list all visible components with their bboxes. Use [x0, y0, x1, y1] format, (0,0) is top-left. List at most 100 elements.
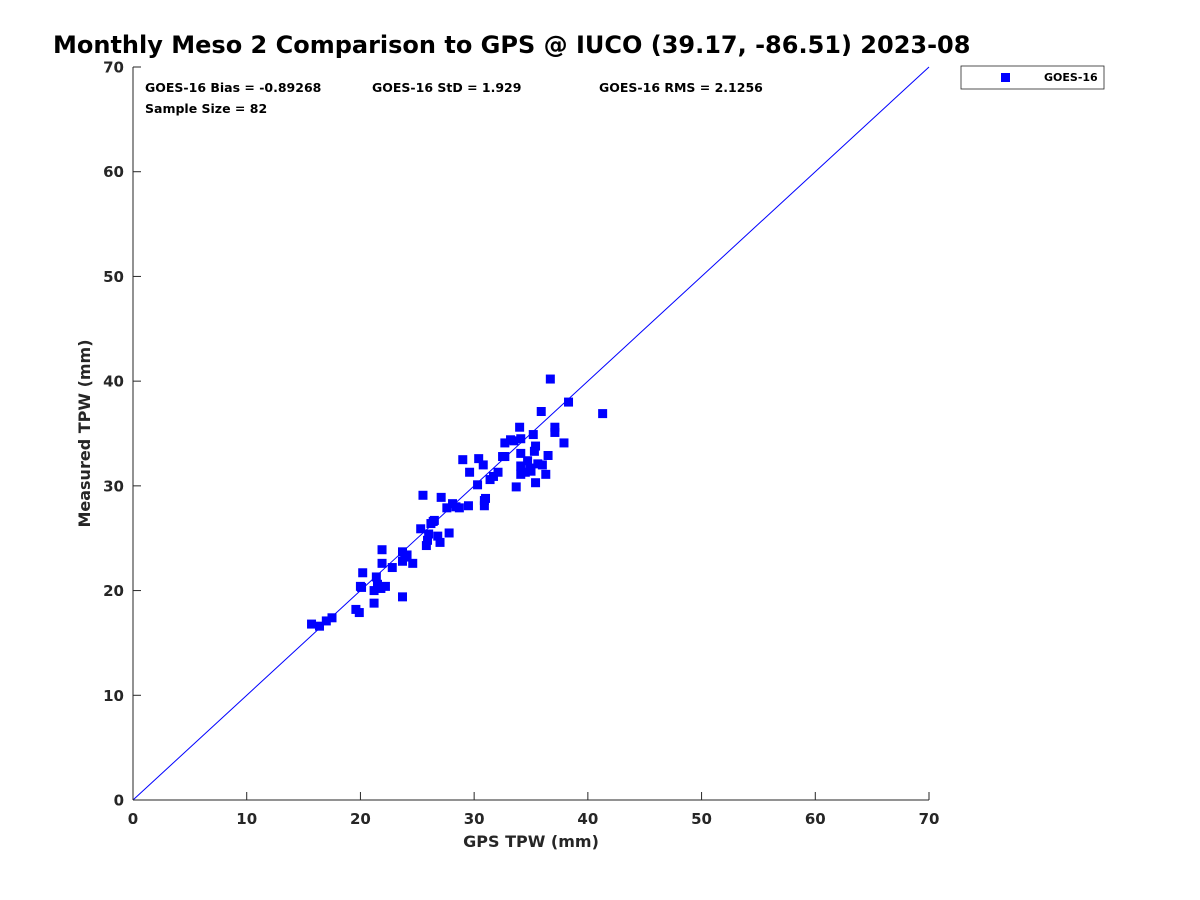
data-point: [421, 541, 431, 551]
y-tick-label: 40: [103, 373, 124, 391]
data-point: [377, 545, 387, 555]
data-point: [550, 427, 560, 437]
data-point: [377, 558, 387, 568]
data-point: [424, 529, 434, 539]
y-tick-label: 0: [114, 792, 124, 810]
data-point: [408, 558, 418, 568]
y-tick-label: 30: [103, 477, 124, 495]
x-tick-label: 0: [128, 810, 138, 828]
data-point: [451, 502, 461, 512]
x-tick-label: 40: [577, 810, 598, 828]
data-point: [523, 456, 533, 466]
data-point: [500, 438, 510, 448]
std-annotation: GOES-16 StD = 1.929: [372, 80, 521, 95]
y-tick-label: 10: [103, 687, 124, 705]
data-point: [474, 454, 484, 464]
legend: GOES-16: [960, 65, 1105, 90]
axes: 0 10 20 30 40 50 60 70 0 10 20 30 40 50 60 70: [103, 59, 939, 829]
data-point: [444, 528, 454, 538]
data-point: [433, 531, 443, 541]
data-point: [423, 535, 433, 545]
data-point: [376, 583, 386, 593]
data-point: [354, 608, 364, 618]
data-point: [387, 563, 397, 573]
data-point: [458, 455, 468, 465]
data-point: [398, 547, 408, 557]
data-point: [515, 422, 525, 432]
data-point: [529, 446, 539, 456]
data-point: [473, 480, 483, 490]
x-tick-label: 70: [919, 810, 940, 828]
data-point: [516, 469, 526, 479]
data-point: [506, 435, 516, 445]
legend-box: [960, 65, 1105, 90]
data-point: [511, 482, 521, 492]
data-point: [564, 397, 574, 407]
x-tick-label: 10: [236, 810, 257, 828]
data-point: [435, 537, 445, 547]
data-point: [442, 503, 452, 513]
data-point: [369, 586, 379, 596]
x-tick-label: 60: [805, 810, 826, 828]
data-point: [516, 461, 526, 471]
data-point: [418, 490, 428, 500]
data-point: [541, 469, 551, 479]
bias-annotation: GOES-16 Bias = -0.89268: [145, 80, 321, 95]
data-point: [493, 467, 503, 477]
data-point: [526, 466, 536, 476]
y-tick-label: 50: [103, 268, 124, 286]
data-point: [479, 501, 489, 511]
data-point: [520, 467, 530, 477]
rms-annotation: GOES-16 RMS = 2.1256: [599, 80, 763, 95]
x-axis-label: GPS TPW (mm): [463, 832, 599, 851]
data-point: [488, 471, 498, 481]
legend-marker-goes16: [1001, 73, 1010, 82]
data-point: [321, 616, 331, 626]
data-point: [429, 515, 439, 525]
data-point: [478, 460, 488, 470]
data-point: [531, 478, 541, 488]
y-tick-label: 20: [103, 582, 124, 600]
data-point: [465, 467, 475, 477]
data-point: [537, 460, 547, 470]
x-tick-label: 20: [350, 810, 371, 828]
y-tick-label: 70: [103, 59, 124, 77]
sample-size-annotation: Sample Size = 82: [145, 101, 267, 116]
data-point: [559, 438, 569, 448]
data-point: [369, 598, 379, 608]
data-point: [516, 448, 526, 458]
data-point: [307, 619, 317, 629]
data-point: [371, 572, 381, 582]
data-point: [598, 409, 608, 419]
data-point: [533, 459, 543, 469]
data-point: [327, 613, 337, 623]
plot-area: 0 10 20 30 40 50 60 70 0 10 20 30 40 50 60 70: [103, 59, 939, 829]
data-point: [550, 422, 560, 432]
data-point: [436, 492, 446, 502]
data-point: [543, 450, 553, 460]
data-point: [500, 452, 510, 462]
data-point: [528, 430, 538, 440]
data-point: [531, 441, 541, 451]
data-point: [357, 582, 367, 592]
x-tick-label: 30: [464, 810, 485, 828]
data-point: [463, 501, 473, 511]
data-point: [516, 434, 526, 444]
data-point: [536, 407, 546, 417]
data-point: [545, 374, 555, 384]
data-point: [481, 493, 491, 503]
legend-label-goes16: GOES-16: [1044, 71, 1098, 84]
data-point: [358, 568, 368, 578]
y-axis-label: Measured TPW (mm): [75, 339, 94, 527]
data-point: [314, 621, 324, 631]
data-point: [380, 581, 390, 591]
data-points: [307, 374, 608, 631]
y-tick-label: 60: [103, 163, 124, 181]
data-point: [416, 524, 426, 534]
chart-title: Monthly Meso 2 Comparison to GPS @ IUCO …: [53, 31, 970, 59]
x-tick-label: 50: [691, 810, 712, 828]
data-point: [398, 592, 408, 602]
data-point: [402, 550, 412, 560]
